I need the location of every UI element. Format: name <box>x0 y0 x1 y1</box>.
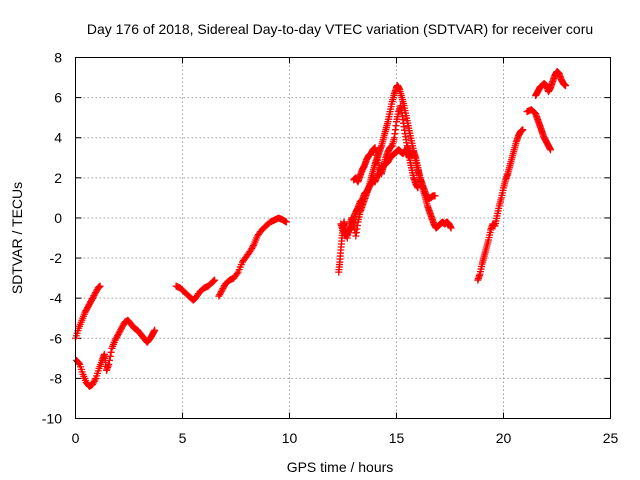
data-point <box>219 285 227 293</box>
data-point <box>96 282 104 290</box>
data-point <box>91 290 99 298</box>
y-tick-label: 6 <box>54 90 62 106</box>
data-point <box>89 379 97 387</box>
data-point <box>85 301 93 309</box>
data-point <box>89 293 97 301</box>
data-point <box>217 288 225 296</box>
x-tick-label: 25 <box>603 430 619 446</box>
x-tick-label: 15 <box>389 430 405 446</box>
data-point <box>87 298 95 306</box>
data-point <box>211 276 219 284</box>
x-tick-label: 0 <box>72 430 80 446</box>
data-point <box>447 224 455 232</box>
chart-title: Day 176 of 2018, Sidereal Day-to-day VTE… <box>87 21 593 37</box>
data-point <box>105 356 113 364</box>
series-segment-8 <box>474 126 527 284</box>
data-point <box>84 304 92 312</box>
data-point <box>113 333 121 341</box>
y-tick-label: -2 <box>50 250 63 266</box>
y-tick-label: 4 <box>54 130 62 146</box>
data-point <box>84 302 92 310</box>
data-point <box>282 218 290 226</box>
data-point <box>113 332 121 340</box>
data-point <box>75 359 83 367</box>
data-point <box>90 377 98 385</box>
data-point <box>247 246 255 254</box>
data-point <box>118 323 126 331</box>
x-tick-labels: 0 5 10 15 20 25 <box>72 430 619 446</box>
data-point <box>112 335 120 343</box>
data-point <box>111 336 119 344</box>
data-point <box>562 82 570 90</box>
data-marks <box>72 68 570 390</box>
data-point <box>233 270 241 278</box>
y-tick-label: -4 <box>50 290 63 306</box>
data-point <box>249 242 257 250</box>
data-point <box>116 327 124 335</box>
series-segment-9 <box>523 106 555 154</box>
data-point <box>88 296 96 304</box>
data-point <box>119 321 127 329</box>
data-point <box>414 184 422 192</box>
data-point <box>92 289 100 297</box>
series-segment-6 <box>350 102 439 202</box>
data-point <box>106 352 114 360</box>
x-tick-label: 5 <box>179 430 187 446</box>
series-segment-10 <box>532 68 570 100</box>
data-point <box>115 329 123 337</box>
data-point <box>151 326 159 334</box>
data-point <box>249 243 257 251</box>
data-point <box>107 348 115 356</box>
y-tick-label: -8 <box>50 370 63 386</box>
data-point <box>82 307 90 315</box>
data-point <box>216 291 224 299</box>
data-point <box>105 360 113 368</box>
x-tick-label: 10 <box>282 430 298 446</box>
y-tick-label: 8 <box>54 50 62 66</box>
x-axis-title: GPS time / hours <box>287 459 394 475</box>
series-segment-3 <box>172 276 219 304</box>
data-point <box>248 245 256 253</box>
data-point <box>547 146 555 154</box>
data-point <box>218 286 226 294</box>
data-point <box>81 308 89 316</box>
data-point <box>216 289 224 297</box>
data-point <box>117 326 125 334</box>
data-point <box>519 126 527 134</box>
y-tick-label: 2 <box>54 170 62 186</box>
series-segment-2 <box>73 316 159 390</box>
y-tick-label: -6 <box>50 330 63 346</box>
series-segment-7 <box>337 146 422 240</box>
data-point <box>92 287 100 295</box>
data-point <box>215 292 223 300</box>
y-tick-labels: -10 -8 -6 -4 -2 0 2 4 6 8 <box>42 50 62 427</box>
y-axis-title: SDTVAR / TECUs <box>9 182 25 294</box>
data-point <box>88 295 96 303</box>
data-point <box>118 324 126 332</box>
data-point <box>91 376 99 384</box>
y-tick-label: -10 <box>42 411 62 427</box>
series-segment-1 <box>72 282 104 342</box>
data-point <box>431 192 439 200</box>
plot-frame <box>75 57 611 419</box>
data-point <box>86 299 94 307</box>
data-point <box>90 292 98 300</box>
data-point <box>89 380 97 388</box>
data-point <box>83 305 91 313</box>
x-tick-label: 20 <box>496 430 512 446</box>
series-segment-4 <box>215 214 290 300</box>
y-tick-label: 0 <box>54 210 62 226</box>
data-point <box>114 330 122 338</box>
data-point <box>220 283 228 291</box>
